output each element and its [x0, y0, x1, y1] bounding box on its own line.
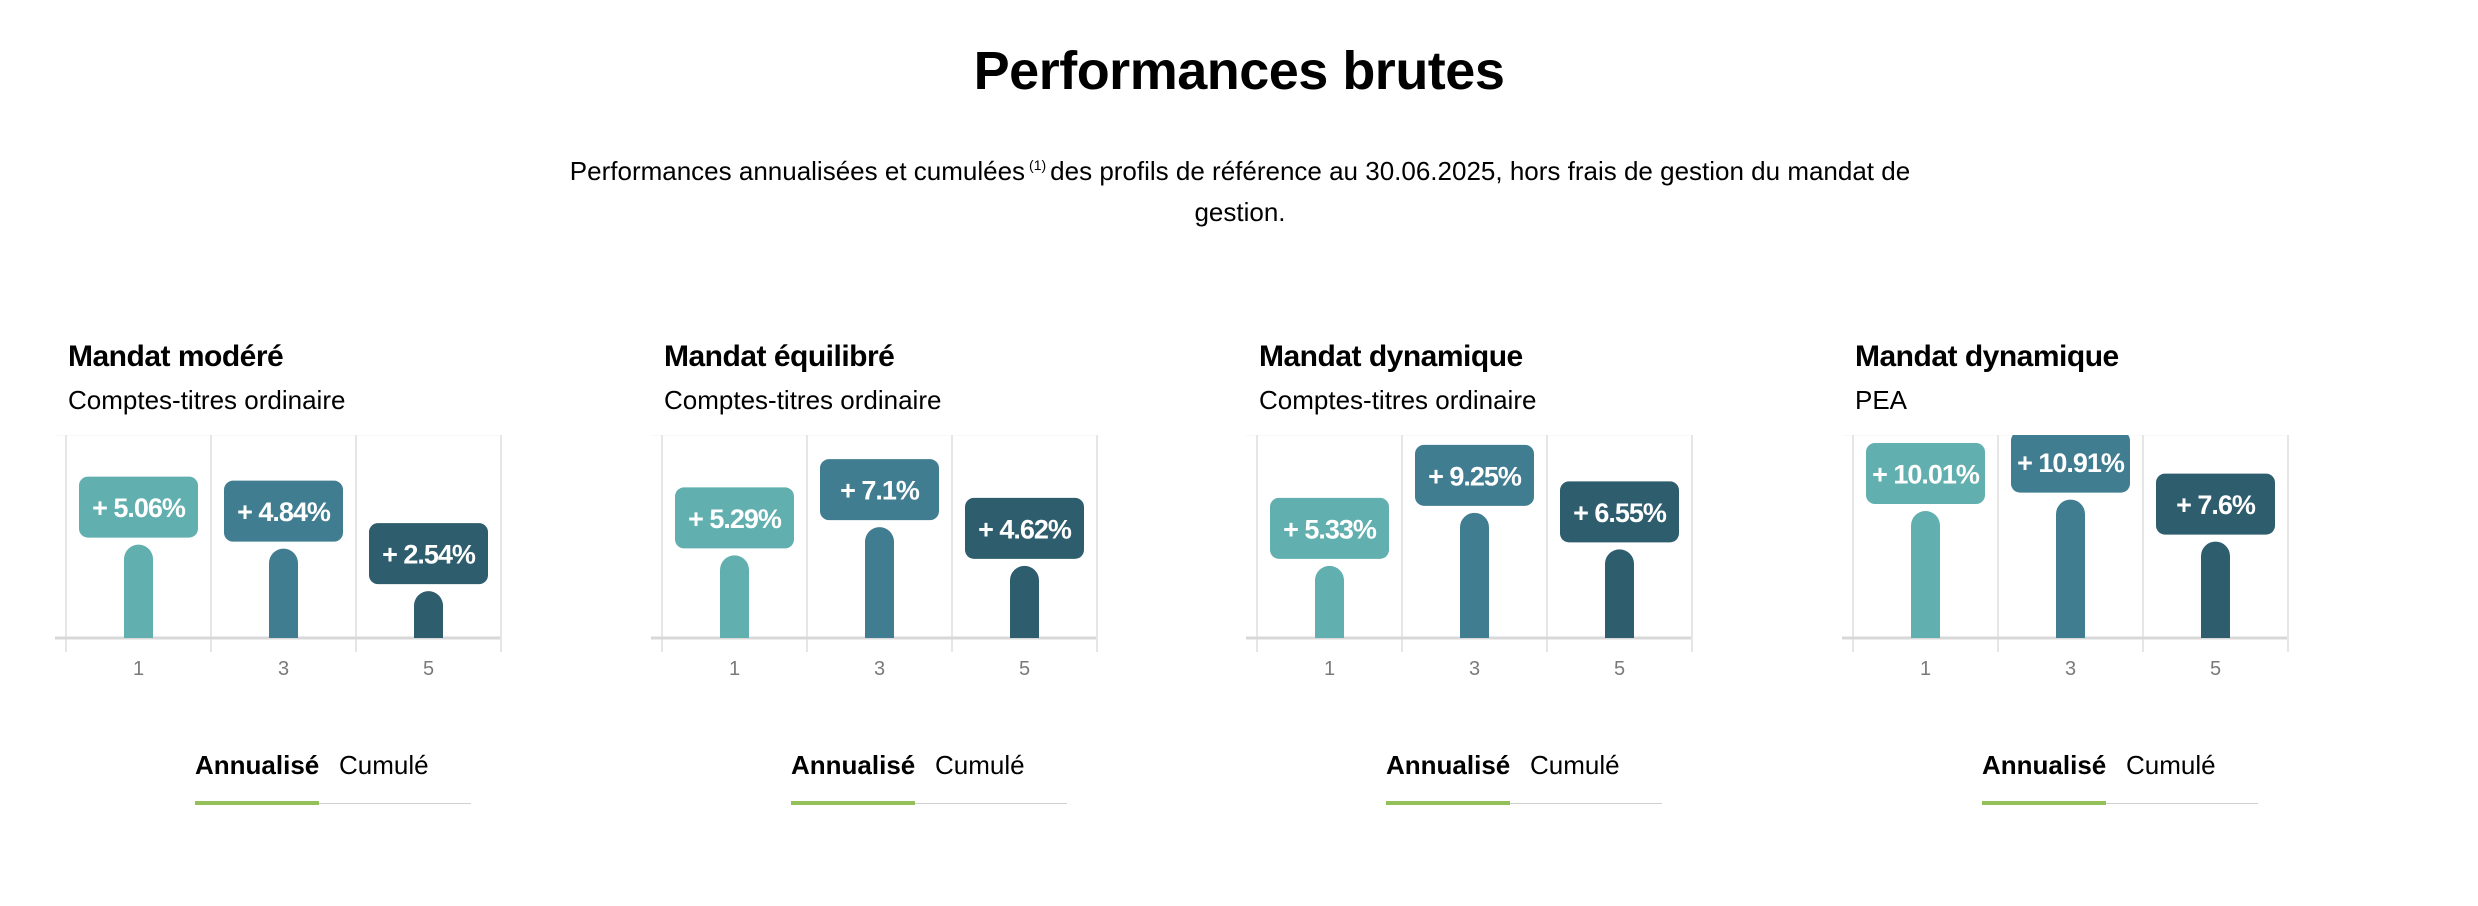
data-label: + 4.62%: [978, 514, 1072, 544]
bar: [1315, 565, 1344, 638]
bar: [269, 548, 298, 638]
tab-annualise[interactable]: Annualisé: [791, 750, 916, 780]
x-tick-label: 3: [278, 658, 289, 675]
mandat-panel: Mandat modéré Comptes-titres ordinaire A…: [55, 330, 615, 830]
bar: [1605, 549, 1634, 638]
x-tick-label: 5: [2210, 658, 2221, 675]
data-label: + 4.84%: [237, 497, 331, 527]
data-label-box: [2011, 435, 2130, 493]
data-label: + 5.29%: [688, 504, 782, 534]
x-tick-label: 5: [1019, 658, 1030, 675]
period-tabs: Annualisé Cumulé: [791, 750, 1071, 810]
bar: [2201, 541, 2230, 638]
data-label: + 6.55%: [1573, 498, 1667, 528]
x-tick-label: 3: [874, 658, 885, 675]
data-label-box: [1415, 444, 1534, 506]
panel-title: Mandat dynamique: [1855, 340, 2119, 373]
mandat-panel: Mandat dynamique PEA Annualisé Cumulé + …: [1842, 330, 2402, 830]
panel-title: Mandat équilibré: [664, 340, 895, 373]
bar: [2056, 499, 2085, 638]
tab-active-indicator: [195, 801, 319, 805]
tab-active-indicator: [791, 801, 915, 805]
bar: [1911, 510, 1940, 638]
data-label-box: [79, 476, 198, 538]
x-tick-label: 1: [1324, 658, 1335, 675]
tab-active-indicator: [1386, 801, 1510, 805]
data-label-box: [369, 523, 488, 585]
data-label: + 9.25%: [1428, 461, 1522, 491]
bar: [1010, 565, 1039, 638]
tab-active-indicator: [1982, 801, 2106, 805]
mandat-panel: Mandat dynamique Comptes-titres ordinair…: [1246, 330, 1806, 830]
data-label-box: [675, 487, 794, 549]
mandat-panel: Mandat équilibré Comptes-titres ordinair…: [651, 330, 1211, 830]
data-label-box: [820, 459, 939, 521]
data-label: + 10.01%: [1872, 459, 1980, 489]
x-tick-label: 3: [1469, 658, 1480, 675]
tab-track: [791, 803, 1067, 804]
period-tabs: Annualisé Cumulé: [1386, 750, 1666, 810]
tab-cumule[interactable]: Cumulé: [1530, 750, 1620, 780]
panel-subtitle: PEA: [1855, 385, 1908, 415]
data-label: + 10.91%: [2017, 448, 2125, 478]
x-tick-label: 3: [2065, 658, 2076, 675]
data-label: + 2.54%: [382, 540, 476, 570]
data-label-box: [1270, 497, 1389, 559]
performance-chart: + 5.06%1an+ 4.84%3ans+ 2.54%5ans: [55, 435, 502, 675]
tab-annualise[interactable]: Annualisé: [195, 750, 320, 780]
panel-title: Mandat dynamique: [1259, 340, 1523, 373]
period-tabs: Annualisé Cumulé: [1982, 750, 2262, 810]
tab-track: [1386, 803, 1662, 804]
tab-track: [195, 803, 471, 804]
data-label: + 7.6%: [2176, 490, 2256, 520]
tab-cumule[interactable]: Cumulé: [935, 750, 1025, 780]
data-label-box: [2156, 473, 2275, 535]
data-label-box: [1560, 481, 1679, 543]
bar: [124, 544, 153, 638]
footnote-ref[interactable]: (1): [1029, 157, 1047, 173]
bar: [1460, 512, 1489, 638]
x-tick-label: 5: [1614, 658, 1625, 675]
data-label: + 5.06%: [92, 493, 186, 523]
tab-cumule[interactable]: Cumulé: [2126, 750, 2216, 780]
tab-annualise[interactable]: Annualisé: [1982, 750, 2107, 780]
period-tabs: Annualisé Cumulé: [195, 750, 475, 810]
performance-chart: + 5.29%1an+ 7.1%3ans+ 4.62%5ans: [651, 435, 1098, 675]
x-tick-label: 1: [1920, 658, 1931, 675]
page-subtitle: Performances annualisées et cumulées (1) d…: [569, 156, 1911, 227]
bar: [865, 527, 894, 638]
tab-cumule[interactable]: Cumulé: [339, 750, 429, 780]
x-tick-label: 1: [133, 658, 144, 675]
page-title: Performances brutes: [973, 41, 1505, 101]
tab-track: [1982, 803, 2258, 804]
data-label: + 7.1%: [840, 476, 920, 506]
panel-title: Mandat modéré: [68, 340, 284, 373]
x-tick-label: 5: [423, 658, 434, 675]
data-label-box: [224, 480, 343, 542]
data-label-box: [1866, 442, 1985, 504]
performance-chart: + 10.01%1an+ 10.91%3ans+ 7.6%5ans: [1842, 435, 2289, 675]
bar: [414, 591, 443, 638]
panel-subtitle: Comptes-titres ordinaire: [68, 385, 346, 415]
data-label-box: [965, 497, 1084, 559]
x-tick-label: 1: [729, 658, 740, 675]
tab-annualise[interactable]: Annualisé: [1386, 750, 1511, 780]
panel-subtitle: Comptes-titres ordinaire: [1259, 385, 1537, 415]
bar: [720, 555, 749, 638]
data-label: + 5.33%: [1283, 514, 1377, 544]
performance-chart: + 5.33%1an+ 9.25%3ans+ 6.55%5ans: [1246, 435, 1693, 675]
panel-subtitle: Comptes-titres ordinaire: [664, 385, 942, 415]
